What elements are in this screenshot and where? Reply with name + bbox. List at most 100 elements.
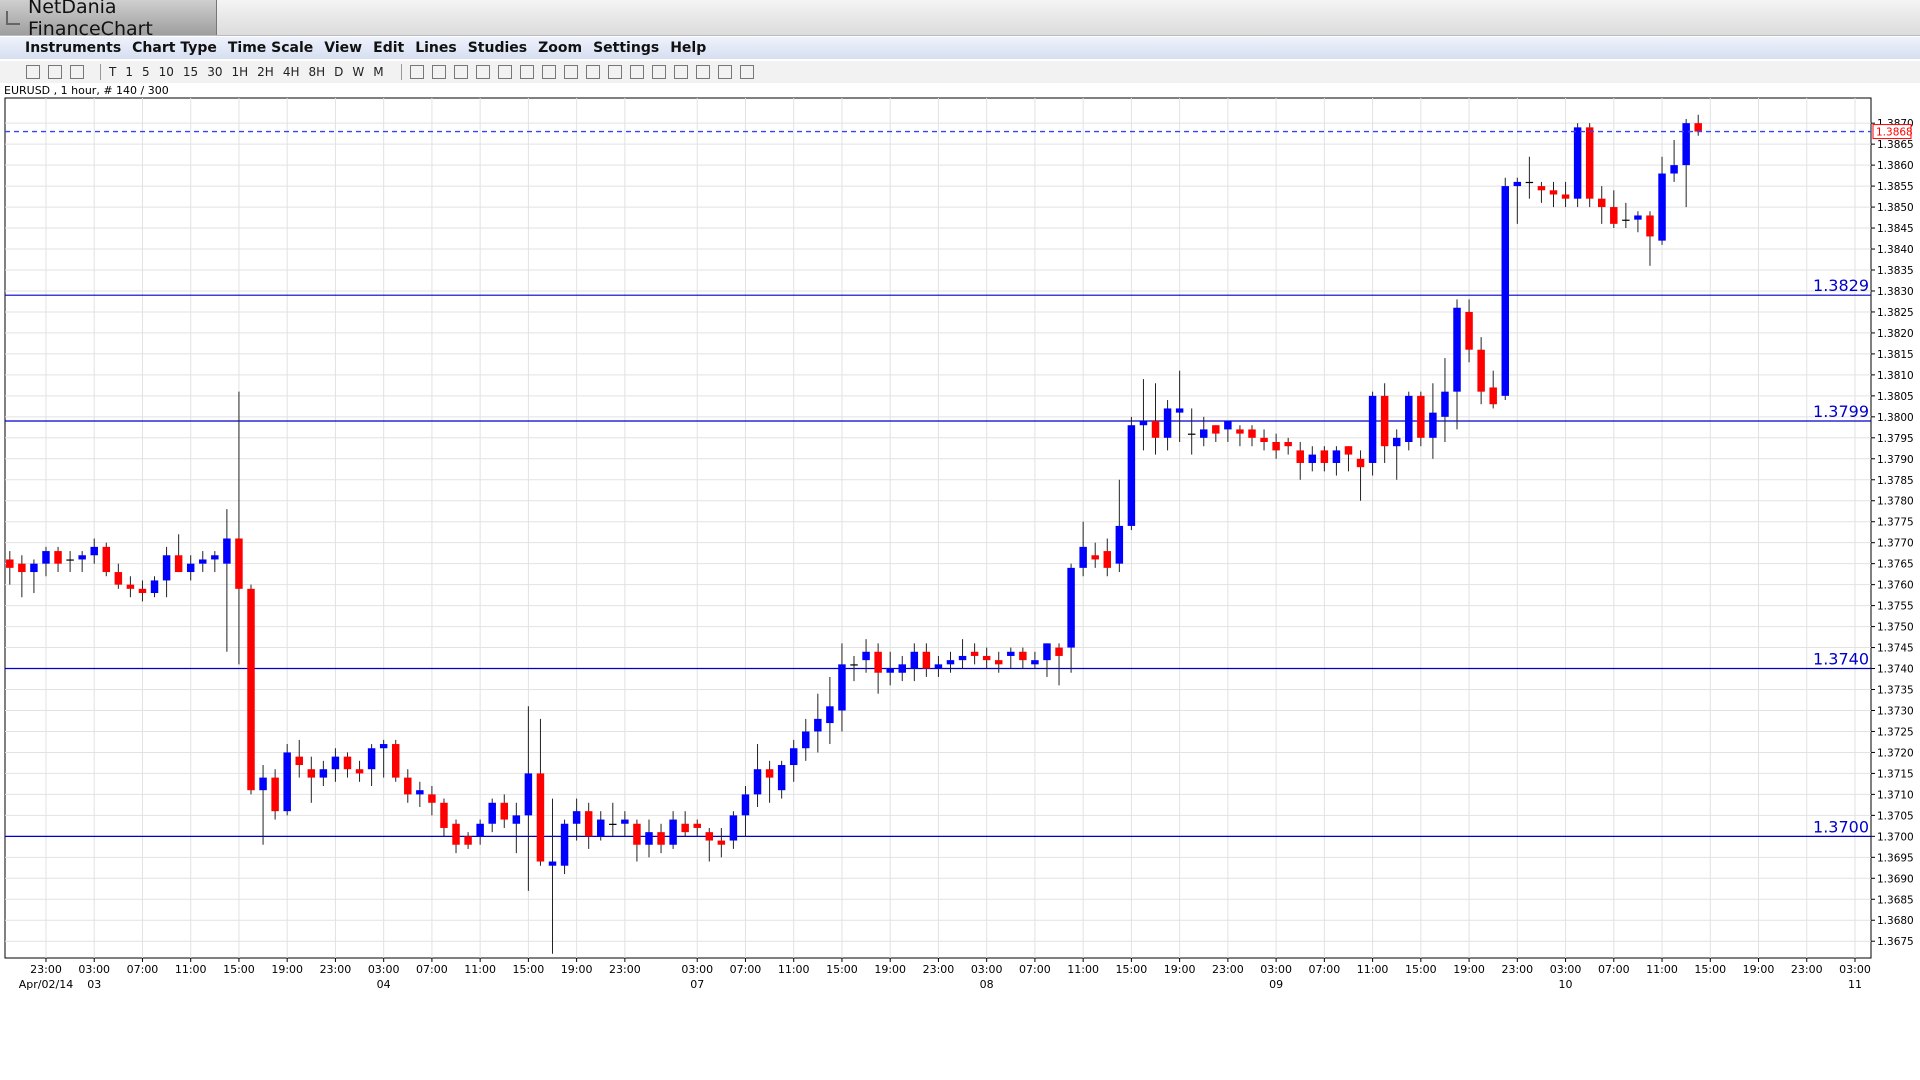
menu-item[interactable]: Instruments (25, 40, 122, 56)
menu-item[interactable]: View (324, 40, 363, 56)
timescale-button[interactable]: 8H (308, 65, 326, 79)
y-tick-label: 1.3805 (1877, 391, 1914, 403)
menu-item[interactable]: Studies (467, 40, 528, 56)
candle-body (259, 777, 267, 791)
x-tick-label: 11:00 (1646, 963, 1678, 976)
tool-icon[interactable] (651, 65, 666, 79)
tool-icon[interactable] (453, 65, 468, 79)
timescale-button[interactable]: 1 (125, 65, 133, 79)
timescale-button[interactable]: D (334, 65, 344, 79)
candle-body (633, 823, 641, 845)
tool-icon[interactable] (717, 65, 732, 79)
y-tick-label: 1.3725 (1877, 726, 1914, 738)
timescale-button[interactable]: 10 (158, 65, 174, 79)
candle-body (862, 651, 870, 661)
candle-body (1658, 173, 1666, 241)
current-price-box (1872, 124, 1912, 140)
tool-icon[interactable] (431, 65, 446, 79)
menu-item[interactable]: Help (670, 40, 707, 56)
tool-icon[interactable] (541, 65, 556, 79)
x-tick-label: 03:00 (78, 963, 110, 976)
date-label: Apr/02/14 (19, 978, 73, 991)
candle-body (1212, 425, 1220, 434)
candle-body (681, 823, 689, 833)
candle-body (705, 832, 714, 841)
tool-icon[interactable] (475, 65, 490, 79)
candle-body (1296, 450, 1304, 463)
candle-body (657, 832, 665, 845)
candle-body (1392, 437, 1401, 447)
candle-body (970, 651, 979, 656)
candle-body (1537, 186, 1546, 191)
timescale-button[interactable]: 30 (207, 65, 223, 79)
candle-body (1405, 395, 1413, 442)
x-tick-label: 23:00 (923, 963, 955, 976)
date-label: 04 (377, 978, 391, 991)
timescale-button[interactable]: M (373, 65, 384, 79)
tool-icon[interactable] (585, 65, 600, 79)
tool-icon[interactable] (739, 65, 754, 79)
tool-icon[interactable] (629, 65, 644, 79)
y-tick-label: 1.3760 (1877, 580, 1914, 592)
tool-icon[interactable] (563, 65, 578, 79)
tool-icon[interactable] (519, 65, 534, 79)
candle-body (6, 559, 14, 568)
date-label: 10 (1559, 978, 1573, 991)
menu-item[interactable]: Lines (415, 40, 457, 56)
timescale-button[interactable]: 2H (257, 65, 274, 79)
candle-body (1007, 651, 1015, 656)
candle-body (42, 551, 50, 564)
timescale-button[interactable]: 1H (231, 65, 249, 79)
x-tick-label: 23:00 (30, 963, 62, 976)
candle-body (150, 580, 159, 594)
tool-icon[interactable] (673, 65, 688, 79)
tool-icon[interactable] (695, 65, 710, 79)
candle-body (524, 773, 533, 816)
candle-body (1670, 165, 1678, 174)
x-tick-label: 03:00 (1550, 963, 1582, 976)
timescale-button[interactable]: T (109, 65, 117, 79)
y-tick-label: 1.3825 (1877, 307, 1914, 319)
timescale-button[interactable]: 15 (182, 65, 199, 79)
tool-icon[interactable] (70, 65, 84, 79)
candle-body (391, 744, 400, 778)
date-label: 03 (87, 978, 101, 991)
menu-item[interactable]: Time Scale (227, 40, 314, 56)
candle-body (826, 706, 834, 724)
menu-item[interactable]: Chart Type (132, 40, 217, 56)
tool-icon[interactable] (497, 65, 512, 79)
candle-body (1380, 395, 1389, 447)
timescale-button[interactable]: W (352, 65, 365, 79)
candle-body (476, 823, 484, 837)
y-tick-label: 1.3790 (1877, 454, 1914, 466)
timescale-button[interactable]: 4H (282, 65, 300, 79)
candle-body (18, 563, 26, 573)
tool-icon[interactable] (48, 65, 62, 79)
app-tab[interactable]: NetDania FinanceChart (0, 0, 217, 40)
menu-item[interactable]: Settings (593, 40, 660, 56)
menu-item[interactable]: Edit (373, 40, 405, 56)
y-tick-label: 1.3800 (1877, 412, 1914, 424)
x-tick-label: 07:00 (1309, 963, 1341, 976)
x-tick-label: 03:00 (971, 963, 1003, 976)
candle-body (621, 819, 629, 824)
candle-body (1043, 643, 1051, 661)
candle-body (1513, 181, 1522, 187)
candle-body (66, 559, 74, 561)
candle-body (1272, 442, 1280, 451)
candle-body (512, 815, 521, 824)
candle-body (114, 572, 123, 585)
menu-item[interactable]: Zoom (538, 40, 583, 56)
tool-icon[interactable] (26, 65, 40, 79)
tool-icon[interactable] (607, 65, 622, 79)
candle-body (271, 777, 279, 812)
y-tick-label: 1.3850 (1877, 202, 1914, 214)
candle-body (1429, 412, 1437, 438)
candle-body (1344, 446, 1353, 455)
timescale-button[interactable]: 5 (141, 65, 150, 79)
candle-body (1417, 395, 1425, 438)
x-tick-label: 23:00 (1501, 963, 1533, 976)
x-tick-label: 07:00 (730, 963, 762, 976)
candle-body (946, 660, 955, 665)
tool-icon[interactable] (409, 65, 424, 79)
